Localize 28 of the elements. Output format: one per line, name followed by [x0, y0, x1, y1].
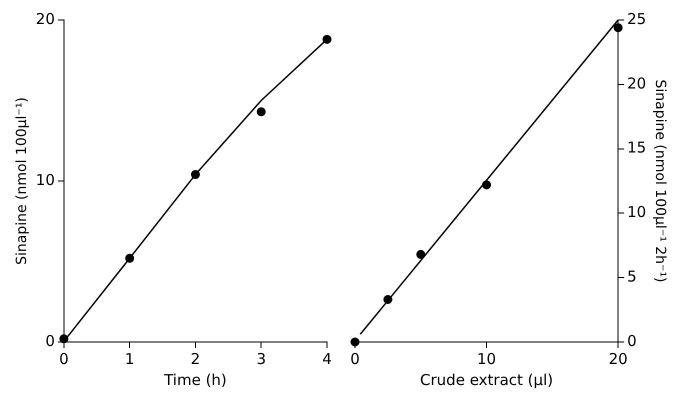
y-tick-label: 0: [45, 332, 55, 350]
point: [383, 294, 392, 304]
point: [614, 23, 623, 32]
x-tick-label: 1: [124, 350, 134, 368]
point: [482, 180, 492, 190]
x-tick-label: 2: [190, 350, 200, 368]
x-tick-label: 3: [256, 350, 266, 368]
x-tick-label: 4: [322, 350, 332, 368]
x-tick-label: 0: [350, 350, 360, 368]
y-tick-label: 15: [627, 138, 646, 157]
point: [416, 250, 426, 259]
x-axis-title: Crude extract (µl): [420, 370, 554, 389]
point: [256, 107, 266, 116]
y-tick-label: 0: [627, 332, 637, 350]
y-tick-label: 25: [627, 10, 646, 28]
y-axis-title: Sinapine (nmol 100µl⁻¹): [14, 97, 30, 265]
x-axis-title: Time (h): [163, 370, 227, 389]
point: [190, 170, 200, 180]
y-tick-label: 10: [627, 203, 646, 222]
y-tick-label: 10: [36, 170, 55, 189]
y-tick-label: 20: [627, 74, 646, 92]
point: [125, 254, 134, 263]
y-tick-label: 20: [36, 10, 55, 28]
y-axis-title: Sinapine (nmol 100µl⁻¹ 2h⁻¹): [652, 79, 668, 283]
x-tick-label: 0: [59, 350, 69, 368]
x-tick-label: 10: [477, 350, 496, 368]
point: [322, 34, 332, 44]
y-tick-label: 5: [627, 267, 637, 286]
